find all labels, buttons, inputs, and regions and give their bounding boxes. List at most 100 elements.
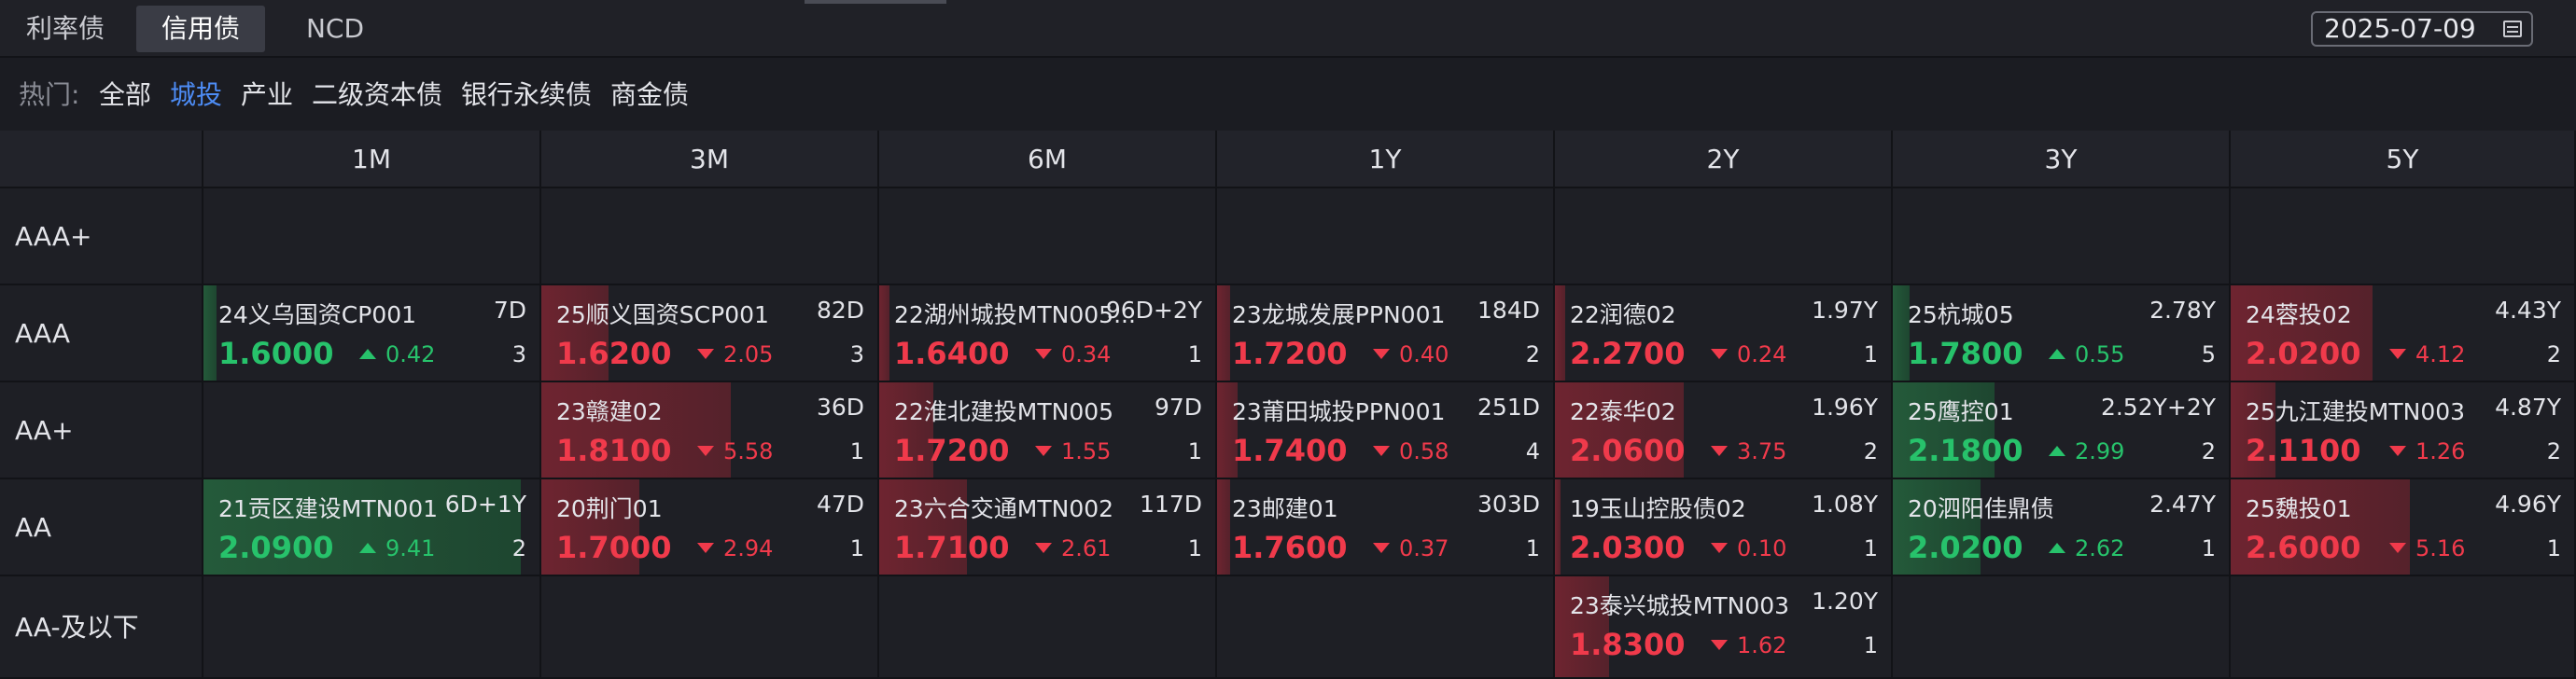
column-header-1y[interactable]: 1Y	[1217, 131, 1555, 188]
bond-change: 0.24	[1711, 341, 1786, 367]
triangle-down-icon	[1373, 348, 1390, 359]
bond-change: 1.55	[1035, 438, 1111, 464]
triangle-up-icon	[359, 348, 376, 359]
row-label: AAA	[0, 285, 203, 382]
column-header-3m[interactable]: 3M	[541, 131, 879, 188]
bond-count: 3	[849, 341, 864, 367]
bond-change-value: 1.26	[2415, 438, 2466, 464]
bond-count: 1	[1187, 438, 1202, 464]
bond-cell[interactable]: 21贡区建设MTN001 6D+1Y 2.0900 9.41 2	[203, 479, 541, 576]
bond-cell[interactable]: 22淮北建投MTN005 97D 1.7200 1.55 1	[879, 382, 1217, 479]
bond-remaining-term: 2.47Y	[2149, 491, 2216, 518]
bond-yield: 2.2700	[1570, 336, 1686, 371]
tab-ncd[interactable]: NCD	[305, 13, 365, 44]
bond-cell[interactable]: 25鹰控01 2.52Y+2Y 2.1800 2.99 2	[1893, 382, 2231, 479]
triangle-down-icon	[2389, 348, 2406, 359]
triangle-down-icon	[1373, 445, 1390, 456]
bond-count: 5	[2201, 341, 2216, 367]
bond-remaining-term: 4.87Y	[2495, 394, 2561, 421]
bond-count: 2	[2546, 438, 2561, 464]
bond-count: 1	[1187, 535, 1202, 561]
bond-remaining-term: 4.43Y	[2495, 297, 2561, 324]
triangle-down-icon	[1373, 542, 1390, 553]
tab-credit-bonds[interactable]: 信用债	[136, 6, 265, 52]
column-header-2y[interactable]: 2Y	[1555, 131, 1893, 188]
bond-cell[interactable]: 20荆门01 47D 1.7000 2.94 1	[541, 479, 879, 576]
bond-name: 22泰华02	[1570, 398, 1676, 425]
bond-cell[interactable]: 23赣建02 36D 1.8100 5.58 1	[541, 382, 879, 479]
bond-yield: 2.0900	[218, 530, 334, 565]
bond-name: 22润德02	[1570, 301, 1676, 328]
tab-rate-bonds[interactable]: 利率债	[25, 13, 105, 44]
bond-change-value: 0.10	[1737, 535, 1787, 561]
bond-cell[interactable]: 20泗阳佳鼎债 2.47Y 2.0200 2.62 1	[1893, 479, 2231, 576]
triangle-down-icon	[2389, 445, 2406, 456]
bond-change: 9.41	[359, 535, 435, 561]
date-picker[interactable]: 2025-07-09	[2311, 11, 2533, 47]
bond-change-value: 0.37	[1399, 535, 1449, 561]
bond-cell[interactable]: 22润德02 1.97Y 2.2700 0.24 1	[1555, 285, 1893, 382]
row-label: AA-及以下	[0, 576, 203, 679]
bond-change-value: 2.62	[2075, 535, 2125, 561]
bond-cell[interactable]: 22湖州城投MTN005... 96D+2Y 1.6400 0.34 1	[879, 285, 1217, 382]
bond-count: 1	[1187, 341, 1202, 367]
bond-change-value: 0.58	[1399, 438, 1449, 464]
bond-count: 1	[1863, 341, 1878, 367]
column-header-3y[interactable]: 3Y	[1893, 131, 2231, 188]
bond-change-value: 0.40	[1399, 341, 1449, 367]
change-magnitude-bar	[203, 479, 521, 575]
bond-yield: 1.7600	[1232, 530, 1348, 565]
bond-cell[interactable]: 25魏投01 4.96Y 2.6000 5.16 1	[2231, 479, 2576, 576]
hot-item-all[interactable]: 全部	[99, 79, 152, 110]
bond-count: 1	[1863, 535, 1878, 561]
bond-remaining-term: 184D	[1477, 297, 1540, 324]
bond-remaining-term: 7D	[493, 297, 526, 324]
bond-count: 1	[849, 535, 864, 561]
hot-filter-bar: 热门: 全部 城投 产业 二级资本债 银行永续债 商金债	[0, 58, 2576, 131]
bond-name: 22淮北建投MTN005	[894, 398, 1114, 425]
bond-name: 22湖州城投MTN005...	[894, 301, 1136, 328]
change-magnitude-bar	[1893, 382, 1995, 478]
matrix-cell-empty	[203, 576, 541, 679]
column-header-5y[interactable]: 5Y	[2231, 131, 2576, 188]
bond-change: 0.37	[1373, 535, 1449, 561]
bond-cell[interactable]: 25九江建投MTN003 4.87Y 2.1100 1.26 2	[2231, 382, 2576, 479]
column-header-1m[interactable]: 1M	[203, 131, 541, 188]
bond-count: 1	[1863, 632, 1878, 658]
bond-cell[interactable]: 25顺义国资SCP001 82D 1.6200 2.05 3	[541, 285, 879, 382]
matrix-cell-empty	[879, 188, 1217, 285]
bond-cell[interactable]: 24义乌国资CP001 7D 1.6000 0.42 3	[203, 285, 541, 382]
bond-remaining-term: 96D+2Y	[1105, 297, 1202, 324]
hot-item-industry[interactable]: 产业	[241, 79, 294, 110]
column-header-6m[interactable]: 6M	[879, 131, 1217, 188]
bond-change-value: 2.61	[1061, 535, 1112, 561]
bond-yield: 1.6400	[894, 336, 1010, 371]
hot-item-tier2-capital[interactable]: 二级资本债	[312, 79, 443, 110]
bond-cell[interactable]: 23莆田城投PPN001 251D 1.7400 0.58 4	[1217, 382, 1555, 479]
bond-remaining-term: 251D	[1477, 394, 1540, 421]
bond-yield: 2.0300	[1570, 530, 1686, 565]
bond-cell[interactable]: 23邮建01 303D 1.7600 0.37 1	[1217, 479, 1555, 576]
bond-change: 1.26	[2389, 438, 2465, 464]
bond-cell[interactable]: 25杭城05 2.78Y 1.7800 0.55 5	[1893, 285, 2231, 382]
hot-item-commercial-finance[interactable]: 商金债	[610, 79, 690, 110]
bond-cell[interactable]: 23六合交通MTN002 117D 1.7100 2.61 1	[879, 479, 1217, 576]
hot-label: 热门:	[19, 79, 80, 110]
bond-cell[interactable]: 19玉山控股债02 1.08Y 2.0300 0.10 1	[1555, 479, 1893, 576]
bond-remaining-term: 6D+1Y	[444, 491, 526, 518]
matrix-cell-empty	[2231, 576, 2576, 679]
bond-cell[interactable]: 23龙城发展PPN001 184D 1.7200 0.40 2	[1217, 285, 1555, 382]
bond-cell[interactable]: 22泰华02 1.96Y 2.0600 3.75 2	[1555, 382, 1893, 479]
hot-item-chengtou[interactable]: 城投	[170, 79, 223, 110]
row-label: AA	[0, 479, 203, 576]
bond-yield: 1.7800	[1908, 336, 2023, 371]
bond-change-value: 2.94	[723, 535, 774, 561]
bond-change-value: 0.24	[1737, 341, 1787, 367]
bond-cell[interactable]: 23泰兴城投MTN003 1.20Y 1.8300 1.62 1	[1555, 576, 1893, 679]
bond-name: 25杭城05	[1908, 301, 2014, 328]
matrix-cell-empty	[1893, 188, 2231, 285]
matrix-cell-empty	[203, 188, 541, 285]
bond-change-value: 9.41	[385, 535, 436, 561]
hot-item-bank-perpetual[interactable]: 银行永续债	[461, 79, 593, 110]
bond-cell[interactable]: 24蓉投02 4.43Y 2.0200 4.12 2	[2231, 285, 2576, 382]
